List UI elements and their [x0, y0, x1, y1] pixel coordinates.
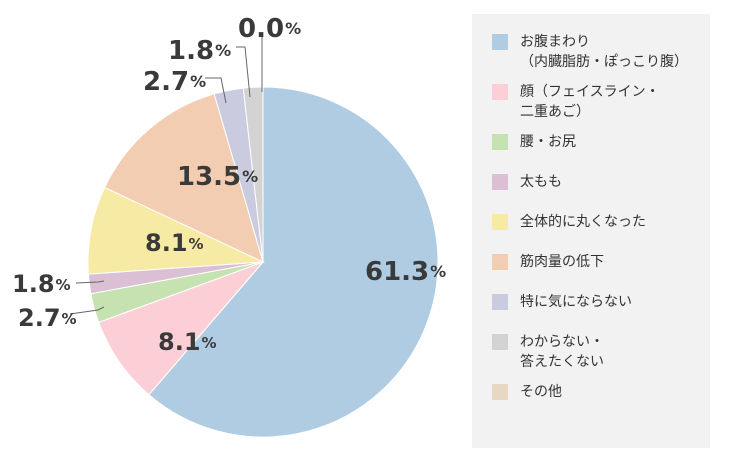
data-label-4: 1.8% [12, 270, 71, 298]
data-label-3: 2.7% [18, 304, 77, 332]
legend-swatch [492, 254, 508, 270]
pie-slice-5 [87, 186, 265, 275]
pie-slice-2 [98, 260, 265, 396]
leader-line-7 [205, 77, 227, 104]
leader-line-8 [236, 46, 251, 98]
data-label-9: 0.0% [238, 14, 301, 44]
legend-item-1: お腹まわり （内臓脂肪・ぽっこり腹） [492, 32, 710, 72]
legend-item-6: 筋肉量の低下 [492, 252, 710, 272]
data-label-8: 1.8% [168, 36, 231, 66]
data-label-7: 2.7% [143, 67, 206, 97]
legend-swatch [492, 174, 508, 190]
legend-label: その他 [520, 384, 562, 400]
legend-label: お腹まわり （内臓脂肪・ぽっこり腹） [520, 34, 688, 70]
legend-label: 全体的に丸くなった [520, 214, 646, 230]
data-label-5: 8.1% [145, 229, 204, 257]
legend-swatch [492, 34, 508, 50]
legend-label: 顔（フェイスライン・ 二重あご） [520, 84, 660, 120]
legend-label: 筋肉量の低下 [520, 254, 604, 270]
legend-label: 特に気にならない [520, 294, 632, 310]
legend-swatch [492, 294, 508, 310]
legend: お腹まわり （内臓脂肪・ぽっこり腹） 顔（フェイスライン・ 二重あご） 腰・お尻太も… [472, 14, 710, 448]
legend-item-2: 顔（フェイスライン・ 二重あご） [492, 82, 710, 122]
legend-swatch [492, 84, 508, 100]
legend-item-7: 特に気にならない [492, 292, 710, 312]
leader-line-3 [69, 306, 105, 315]
legend-swatch [492, 214, 508, 230]
legend-item-4: 太もも [492, 172, 710, 192]
legend-label: わからない・ 答えたくない [520, 334, 604, 370]
data-label-6: 13.5% [177, 162, 258, 192]
data-label-2: 8.1% [158, 328, 217, 356]
data-label-1: 61.3% [365, 257, 446, 287]
legend-swatch [492, 384, 508, 400]
pie-slice-6 [103, 93, 264, 263]
legend-item-9: その他 [492, 382, 710, 402]
legend-swatch [492, 134, 508, 150]
leader-line-4 [75, 280, 105, 284]
pie-slice-1 [148, 86, 439, 438]
legend-label: 腰・お尻 [520, 134, 576, 150]
legend-item-3: 腰・お尻 [492, 132, 710, 152]
legend-item-5: 全体的に丸くなった [492, 212, 710, 232]
legend-item-8: わからない・ 答えたくない [492, 332, 710, 372]
legend-swatch [492, 334, 508, 350]
legend-label: 太もも [520, 174, 562, 190]
pie-slice-8 [242, 86, 264, 263]
